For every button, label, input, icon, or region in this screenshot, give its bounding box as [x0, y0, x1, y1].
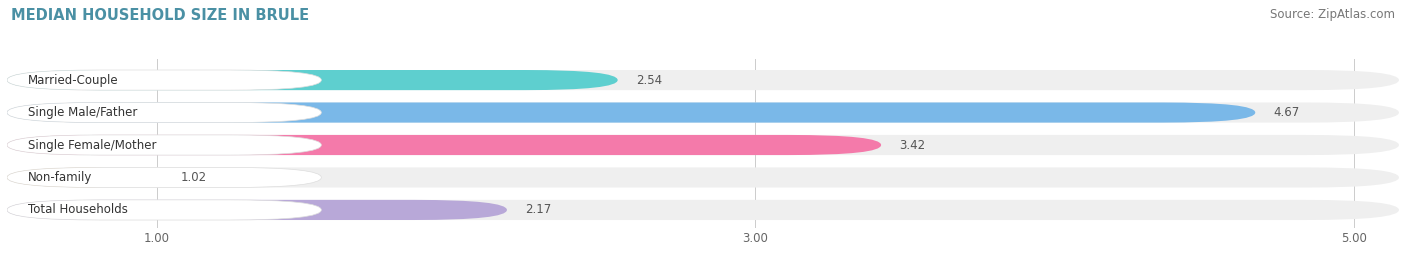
FancyBboxPatch shape — [7, 168, 1399, 188]
FancyBboxPatch shape — [7, 135, 882, 155]
FancyBboxPatch shape — [7, 102, 322, 122]
Text: Single Female/Mother: Single Female/Mother — [28, 139, 156, 151]
Text: 2.17: 2.17 — [524, 203, 551, 217]
Text: MEDIAN HOUSEHOLD SIZE IN BRULE: MEDIAN HOUSEHOLD SIZE IN BRULE — [11, 8, 309, 23]
Text: Married-Couple: Married-Couple — [28, 73, 118, 87]
Text: Non-family: Non-family — [28, 171, 93, 184]
Text: Total Households: Total Households — [28, 203, 128, 217]
FancyBboxPatch shape — [7, 102, 1399, 122]
FancyBboxPatch shape — [7, 168, 163, 188]
FancyBboxPatch shape — [7, 200, 322, 220]
FancyBboxPatch shape — [7, 168, 322, 188]
Text: 3.42: 3.42 — [898, 139, 925, 151]
FancyBboxPatch shape — [7, 102, 1256, 122]
Text: Source: ZipAtlas.com: Source: ZipAtlas.com — [1270, 8, 1395, 21]
FancyBboxPatch shape — [7, 200, 1399, 220]
FancyBboxPatch shape — [7, 135, 322, 155]
Text: 1.02: 1.02 — [180, 171, 207, 184]
FancyBboxPatch shape — [7, 200, 508, 220]
FancyBboxPatch shape — [7, 70, 1399, 90]
FancyBboxPatch shape — [7, 70, 617, 90]
Text: 4.67: 4.67 — [1274, 106, 1299, 119]
Text: 2.54: 2.54 — [636, 73, 662, 87]
FancyBboxPatch shape — [7, 135, 1399, 155]
Text: Single Male/Father: Single Male/Father — [28, 106, 138, 119]
FancyBboxPatch shape — [7, 70, 322, 90]
